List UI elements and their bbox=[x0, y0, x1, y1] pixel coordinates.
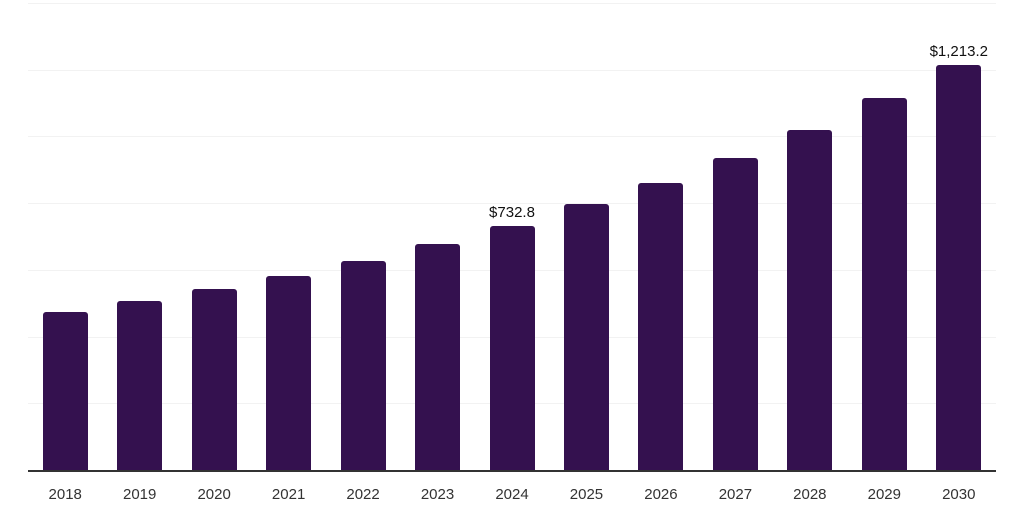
x-tick-label-2025: 2025 bbox=[569, 486, 604, 503]
bar-2023[interactable] bbox=[415, 243, 461, 470]
bar-2018[interactable] bbox=[42, 312, 88, 470]
x-tick-label-2020: 2020 bbox=[197, 486, 231, 503]
x-tick-label-2018: 2018 bbox=[48, 486, 82, 503]
x-tick-label-2030: 2030 bbox=[942, 486, 976, 503]
bar-2024[interactable] bbox=[489, 225, 535, 470]
bar-2026[interactable] bbox=[638, 182, 684, 470]
bar-2021[interactable] bbox=[266, 275, 312, 470]
bar-2028[interactable] bbox=[787, 130, 833, 470]
bar-2025[interactable] bbox=[563, 204, 609, 470]
gridline-1000 bbox=[28, 136, 996, 138]
bar-2020[interactable] bbox=[191, 288, 237, 470]
x-axis-line bbox=[28, 470, 996, 472]
x-tick-label-2021: 2021 bbox=[271, 486, 306, 503]
x-tick-label-2029: 2029 bbox=[867, 486, 901, 503]
x-tick-label-2023: 2023 bbox=[420, 486, 455, 503]
bar-2030[interactable] bbox=[936, 65, 982, 470]
x-tick-label-2027: 2027 bbox=[718, 486, 753, 503]
bar-2019[interactable] bbox=[117, 300, 163, 470]
bar-2029[interactable] bbox=[861, 98, 907, 470]
gridline-1200 bbox=[28, 69, 996, 71]
gridline-1400 bbox=[28, 3, 996, 4]
bar-2027[interactable] bbox=[712, 158, 758, 470]
data-label-2030: $1,213.2 bbox=[929, 43, 988, 61]
bar-2022[interactable] bbox=[340, 260, 386, 470]
x-tick-label-2019: 2019 bbox=[123, 486, 157, 503]
data-label-2024: $732.8 bbox=[489, 203, 535, 221]
x-tick-label-2024: 2024 bbox=[495, 486, 529, 503]
x-tick-label-2026: 2026 bbox=[644, 486, 678, 503]
x-tick-label-2022: 2022 bbox=[346, 486, 380, 503]
x-tick-label-2028: 2028 bbox=[793, 486, 827, 503]
